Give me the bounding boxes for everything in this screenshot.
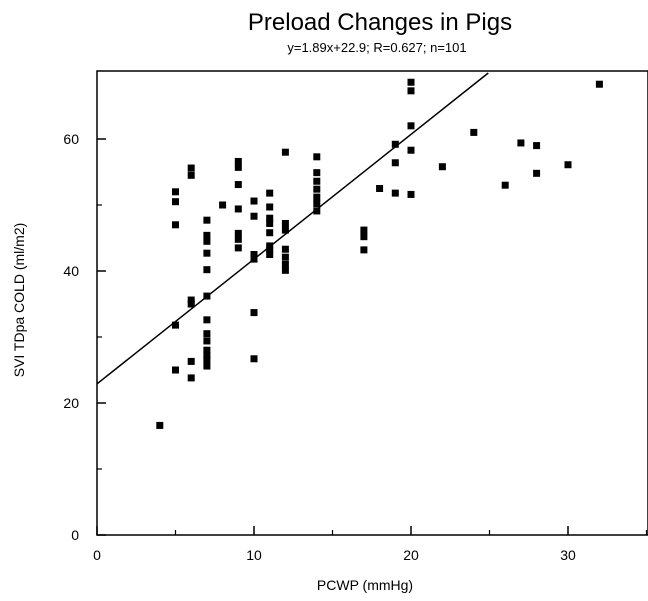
- data-point: [407, 78, 415, 86]
- y-tick-label: 40: [63, 263, 79, 279]
- data-point: [187, 171, 195, 179]
- regression-layer: [96, 72, 489, 385]
- data-point: [501, 181, 509, 189]
- data-point: [187, 296, 195, 304]
- data-point: [203, 292, 211, 300]
- data-point: [564, 161, 572, 169]
- data-point: [313, 193, 321, 201]
- data-point: [172, 188, 179, 196]
- data-point: [533, 169, 541, 177]
- data-point: [172, 366, 179, 374]
- data-point: [172, 221, 179, 229]
- data-point: [281, 266, 289, 274]
- data-point: [407, 146, 415, 154]
- data-point: [595, 80, 603, 88]
- data-point: [517, 139, 525, 147]
- data-point: [187, 374, 195, 382]
- data-point: [391, 189, 399, 197]
- plot-frame: [96, 70, 648, 536]
- data-point: [203, 362, 211, 370]
- data-point: [250, 251, 258, 258]
- data-point: [281, 148, 289, 156]
- data-point: [250, 309, 258, 317]
- data-point: [407, 122, 415, 130]
- data-point: [281, 260, 289, 268]
- data-point: [203, 249, 211, 257]
- data-point: [470, 128, 478, 136]
- data-point: [203, 346, 211, 354]
- x-tick-label: 30: [560, 547, 576, 563]
- data-point: [313, 177, 321, 185]
- data-point: [266, 203, 274, 211]
- data-points: [156, 78, 603, 429]
- data-point: [376, 185, 384, 192]
- data-point: [360, 246, 368, 254]
- y-tick-label: 0: [71, 527, 79, 543]
- data-point: [533, 142, 541, 150]
- data-point: [234, 181, 242, 189]
- data-point: [266, 219, 274, 227]
- y-axis-label: SVI TDpa COLD (ml/m2): [11, 223, 27, 378]
- data-point: [313, 169, 321, 177]
- data-point: [313, 153, 321, 161]
- data-point: [203, 356, 211, 364]
- data-point: [203, 316, 211, 324]
- data-point: [219, 201, 227, 209]
- data-point: [187, 300, 195, 308]
- y-tick-label: 20: [63, 395, 79, 411]
- x-tick-label: 0: [93, 547, 101, 563]
- data-point: [313, 185, 321, 193]
- data-point: [187, 164, 195, 172]
- data-point: [438, 163, 446, 171]
- chart-title: Preload Changes in Pigs: [248, 9, 512, 36]
- data-point: [187, 357, 195, 365]
- data-point: [266, 214, 274, 222]
- data-point: [203, 337, 211, 345]
- data-point: [266, 189, 274, 197]
- data-point: [281, 253, 289, 261]
- data-point: [234, 205, 242, 213]
- data-point: [234, 244, 242, 252]
- data-point: [391, 159, 399, 167]
- data-point: [360, 226, 368, 234]
- axis-ticks: 0 20 40 60 0 10 20 30: [63, 131, 648, 563]
- data-point: [172, 198, 179, 206]
- data-point: [281, 226, 289, 234]
- data-point: [250, 255, 258, 263]
- data-point: [234, 157, 242, 165]
- data-point: [391, 140, 399, 148]
- data-point: [281, 245, 289, 253]
- data-point: [203, 330, 211, 338]
- data-point: [266, 242, 274, 250]
- data-point: [156, 421, 164, 429]
- data-point: [234, 229, 242, 237]
- data-point: [234, 235, 242, 243]
- chart-subtitle: y=1.89x+22.9; R=0.627; n=101: [287, 40, 466, 55]
- data-point: [172, 321, 179, 329]
- data-point: [266, 229, 274, 237]
- regression-line: [96, 72, 489, 385]
- data-point: [407, 190, 415, 198]
- data-point: [203, 237, 211, 245]
- data-point: [250, 197, 258, 205]
- data-point: [250, 355, 258, 363]
- x-axis-label: PCWP (mmHg): [317, 577, 413, 593]
- data-point: [407, 87, 415, 95]
- data-point: [203, 351, 211, 359]
- data-point: [250, 212, 258, 220]
- data-point: [266, 251, 274, 258]
- data-point: [203, 266, 211, 274]
- data-point: [313, 207, 321, 215]
- data-point: [360, 233, 368, 241]
- data-point: [203, 216, 211, 224]
- data-point: [234, 163, 242, 171]
- y-tick-label: 60: [63, 131, 79, 147]
- data-point: [266, 246, 274, 254]
- data-point: [313, 200, 321, 208]
- data-point: [203, 231, 211, 239]
- data-point: [281, 219, 289, 227]
- x-tick-label: 10: [246, 547, 262, 563]
- x-tick-label: 20: [403, 547, 419, 563]
